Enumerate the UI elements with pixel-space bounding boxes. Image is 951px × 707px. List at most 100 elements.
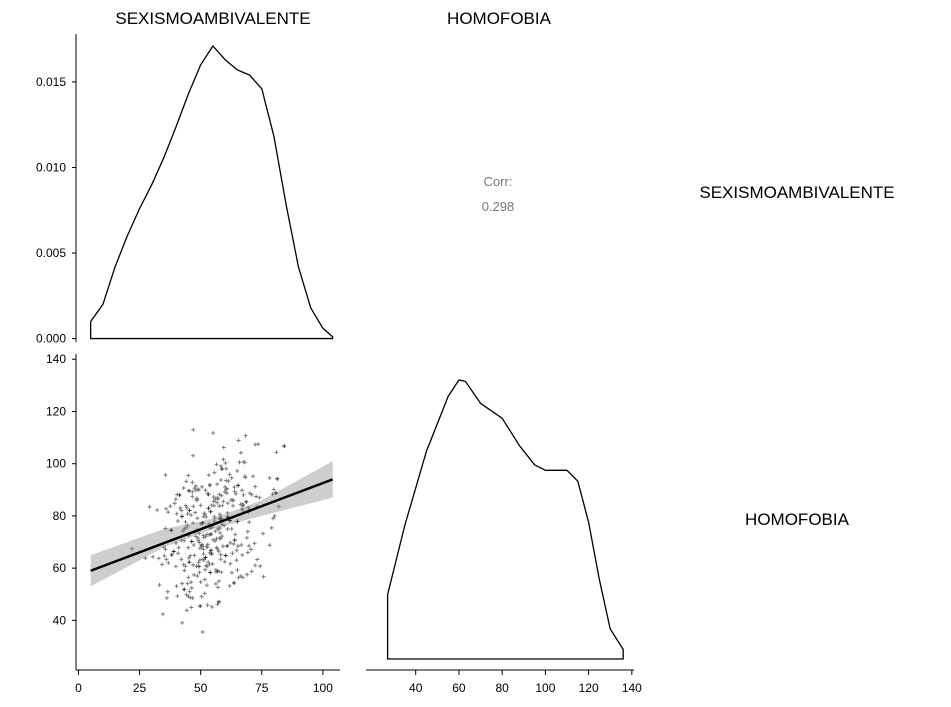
scatter-point: [189, 512, 194, 517]
scatter-point: [166, 510, 171, 515]
scatter-point: [211, 537, 216, 542]
scatter-point: [189, 539, 194, 544]
scatter-point: [209, 532, 214, 537]
scatter-point: [195, 574, 200, 579]
scatter-point: [216, 579, 221, 584]
homofobia-x-tick-label: 40: [409, 681, 423, 695]
density-y-tick-label: 0.010: [36, 160, 66, 174]
scatter-point: [209, 551, 214, 556]
scatter-point: [191, 572, 196, 577]
scatter-point: [276, 504, 281, 509]
scatter-point: [236, 575, 241, 580]
scatter-point: [224, 466, 229, 471]
scatter-point: [253, 484, 258, 489]
scatter-x-tick-label: 100: [313, 681, 333, 695]
scatter-point: [235, 468, 240, 473]
scatter-x-tick-label: 0: [75, 681, 82, 695]
scatter-point: [190, 494, 195, 499]
scatter-point: [214, 462, 219, 467]
scatter-point: [227, 583, 232, 588]
scatter-point: [184, 525, 189, 530]
scatter-point: [252, 541, 257, 546]
scatter-point: [247, 520, 252, 525]
scatter-point: [189, 580, 194, 585]
scatter-point: [224, 478, 229, 483]
corr-label: Corr:: [484, 174, 513, 189]
scatter-point: [198, 580, 203, 585]
scatter-point: [204, 544, 209, 549]
scatter-point: [160, 562, 165, 567]
scatter-point: [184, 506, 189, 511]
scatter-point: [233, 491, 238, 496]
scatter-point: [193, 483, 198, 488]
density-y-tick-label: 0.000: [36, 332, 66, 346]
scatter-point: [211, 431, 216, 436]
scatter-point: [251, 474, 256, 479]
scatter-point: [232, 538, 237, 543]
scatter-point: [166, 560, 171, 565]
scatter-point: [234, 558, 239, 563]
scatter-point: [182, 568, 187, 573]
scatter-point: [243, 475, 248, 480]
scatter-point: [274, 450, 279, 455]
scatter-y-tick-label: 60: [53, 561, 67, 575]
scatter-point: [197, 531, 202, 536]
scatter-point: [164, 595, 169, 600]
scatter-point: [221, 457, 226, 462]
scatter-point: [205, 491, 210, 496]
scatter-point: [232, 485, 237, 490]
scatter-point: [168, 504, 173, 509]
scatter-point: [179, 538, 184, 543]
scatter-point: [254, 494, 259, 499]
scatter-point: [215, 546, 220, 551]
scatter-point: [219, 466, 224, 471]
scatter-point: [215, 500, 220, 505]
scatter-point: [243, 433, 248, 438]
scatter-point: [218, 552, 223, 557]
scatter-point: [244, 535, 249, 540]
scatter-point: [162, 545, 167, 550]
scatter-point: [191, 453, 196, 458]
scatter-point: [224, 491, 229, 496]
scatter-point: [179, 557, 184, 562]
scatter-point: [223, 553, 228, 558]
scatter-point: [225, 543, 230, 548]
scatter-point: [198, 604, 203, 609]
scatter-point: [187, 508, 192, 513]
scatter-point: [186, 555, 191, 560]
scatter-point: [271, 487, 276, 492]
density-sexismo-panel: [90, 45, 334, 340]
scatter-point: [156, 556, 161, 561]
scatter-point: [205, 564, 210, 569]
scatter-point: [150, 554, 155, 559]
scatter-point: [197, 540, 202, 545]
scatter-point: [231, 542, 236, 547]
scatter-point: [220, 522, 225, 527]
scatter-point: [189, 605, 194, 610]
scatter-point: [184, 608, 189, 613]
scatter-point: [201, 551, 206, 556]
scatter-point: [181, 486, 186, 491]
scatter-point: [260, 531, 265, 536]
scatter-point: [272, 514, 277, 519]
scatter-point: [238, 502, 243, 507]
scatter-point: [235, 568, 240, 573]
scatter-point: [238, 450, 243, 455]
density-homofobia-curve: [386, 379, 624, 660]
scatter-point: [177, 493, 182, 498]
scatter-point: [186, 545, 191, 550]
scatter-point: [164, 506, 169, 511]
scatter-point: [213, 539, 218, 544]
scatter-point: [169, 528, 174, 533]
scatter-point: [204, 583, 209, 588]
scatter-point: [198, 546, 203, 551]
scatter-point: [271, 516, 276, 521]
scatter-point: [157, 583, 162, 588]
scatter-point: [227, 472, 232, 477]
scatter-point: [180, 620, 185, 625]
scatter-point: [185, 581, 190, 586]
scatter-point: [205, 542, 210, 547]
scatter-point: [225, 510, 230, 515]
scatter-point: [200, 629, 205, 634]
scatter-point: [207, 483, 212, 488]
